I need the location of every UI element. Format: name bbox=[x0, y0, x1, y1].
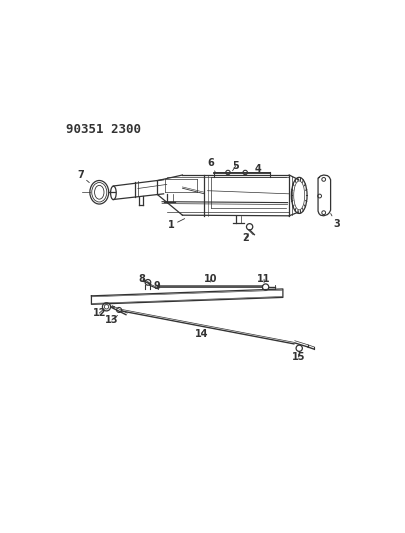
Circle shape bbox=[296, 345, 303, 351]
Text: 7: 7 bbox=[77, 170, 90, 183]
Ellipse shape bbox=[111, 186, 116, 200]
Circle shape bbox=[117, 308, 121, 312]
Circle shape bbox=[226, 171, 230, 175]
Text: 6: 6 bbox=[207, 158, 215, 173]
Ellipse shape bbox=[294, 181, 305, 210]
Text: 9: 9 bbox=[154, 281, 161, 292]
Text: 2: 2 bbox=[242, 233, 249, 244]
Text: 15: 15 bbox=[292, 352, 305, 362]
Text: 1: 1 bbox=[168, 219, 185, 230]
Circle shape bbox=[104, 305, 109, 309]
Text: 8: 8 bbox=[138, 274, 149, 284]
Circle shape bbox=[243, 171, 247, 175]
Circle shape bbox=[102, 303, 111, 311]
Circle shape bbox=[262, 284, 269, 290]
Text: 10: 10 bbox=[204, 274, 217, 284]
Text: 4: 4 bbox=[252, 164, 261, 176]
Text: 14: 14 bbox=[194, 328, 208, 338]
Circle shape bbox=[322, 177, 326, 181]
Circle shape bbox=[318, 194, 322, 198]
Ellipse shape bbox=[90, 181, 109, 204]
Ellipse shape bbox=[291, 177, 307, 213]
Text: 12: 12 bbox=[92, 308, 106, 318]
Text: 3: 3 bbox=[331, 214, 340, 229]
Text: 13: 13 bbox=[105, 315, 119, 325]
Circle shape bbox=[322, 211, 326, 215]
Ellipse shape bbox=[94, 185, 104, 199]
Ellipse shape bbox=[92, 182, 107, 202]
Circle shape bbox=[247, 224, 253, 230]
Circle shape bbox=[145, 279, 151, 285]
Text: 5: 5 bbox=[232, 160, 239, 171]
Text: 11: 11 bbox=[257, 274, 271, 284]
Text: 90351 2300: 90351 2300 bbox=[66, 123, 141, 136]
